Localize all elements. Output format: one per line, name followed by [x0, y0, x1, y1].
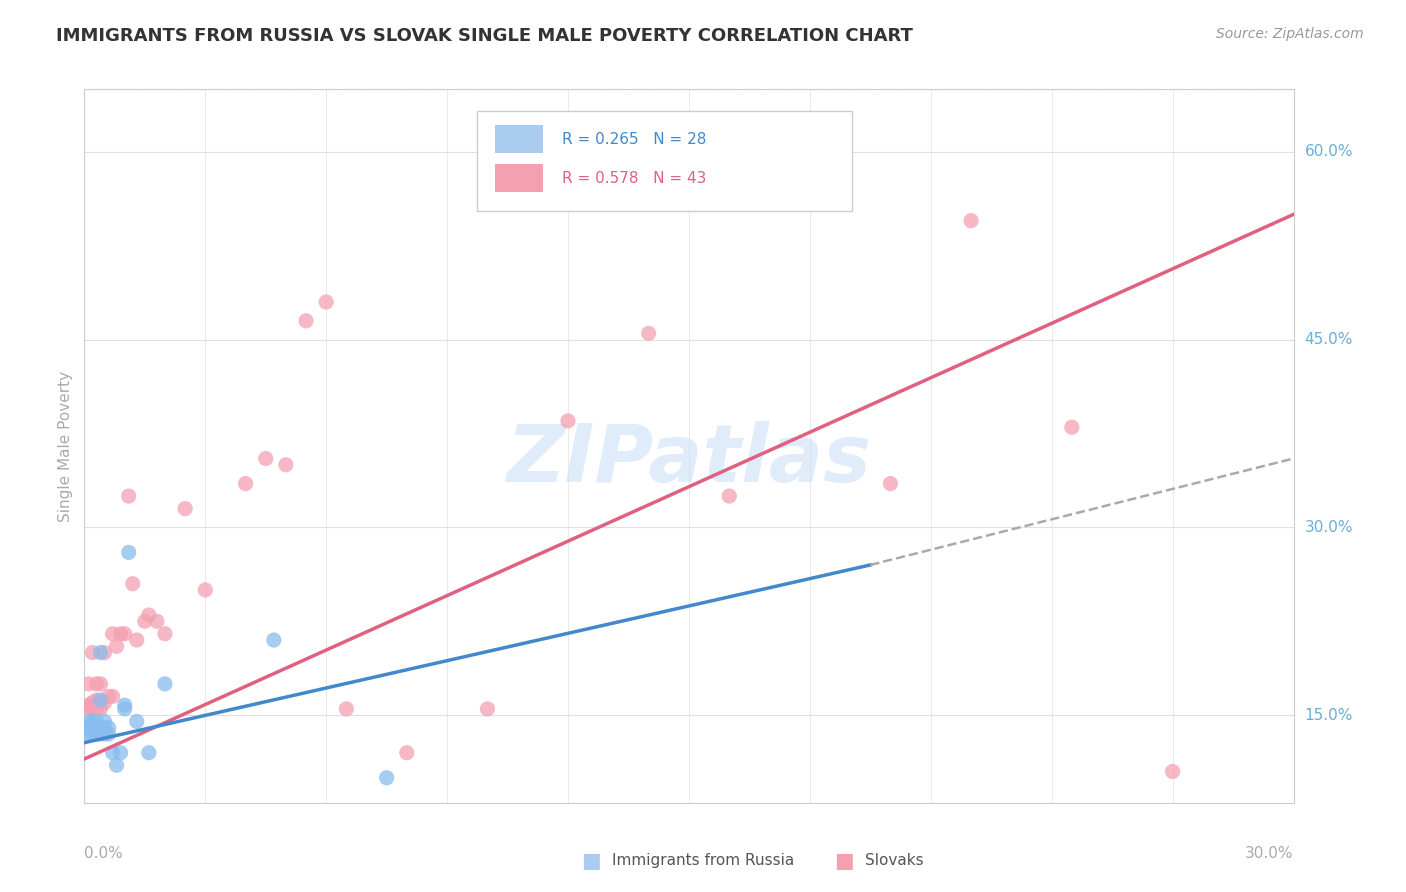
Point [1161, 764, 1184, 779]
Point [263, 633, 285, 648]
Point [86, 693, 108, 707]
Text: ■: ■ [581, 851, 600, 871]
Point [153, 627, 176, 641]
Point [77, 677, 100, 691]
Point [295, 314, 318, 328]
FancyBboxPatch shape [478, 111, 852, 211]
Point [86, 727, 108, 741]
Point [121, 576, 143, 591]
Point [101, 746, 124, 760]
Point [93, 727, 115, 741]
Text: Immigrants from Russia: Immigrants from Russia [612, 854, 794, 868]
Point [82, 727, 104, 741]
Point [97, 727, 120, 741]
Point [93, 646, 115, 660]
Text: 0.0%: 0.0% [84, 846, 124, 861]
Point [77, 702, 100, 716]
Text: 30.0%: 30.0% [1305, 520, 1353, 535]
Point [77, 727, 100, 741]
Point [274, 458, 297, 472]
Point [114, 698, 136, 713]
Point [125, 714, 148, 729]
Point [477, 702, 499, 716]
Point [86, 714, 108, 729]
Point [254, 451, 277, 466]
Text: 45.0%: 45.0% [1305, 332, 1353, 347]
Point [82, 702, 104, 716]
FancyBboxPatch shape [495, 125, 543, 153]
Point [82, 696, 104, 710]
Point [82, 721, 104, 735]
Point [93, 696, 115, 710]
Text: 30.0%: 30.0% [1246, 846, 1294, 861]
Point [557, 414, 579, 428]
Point [637, 326, 659, 341]
Text: R = 0.265   N = 28: R = 0.265 N = 28 [562, 132, 706, 146]
Point [960, 213, 983, 227]
FancyBboxPatch shape [495, 164, 543, 193]
Point [77, 721, 100, 735]
Point [879, 476, 901, 491]
Text: IMMIGRANTS FROM RUSSIA VS SLOVAK SINGLE MALE POVERTY CORRELATION CHART: IMMIGRANTS FROM RUSSIA VS SLOVAK SINGLE … [56, 27, 912, 45]
Point [89, 693, 111, 707]
Text: Slovaks: Slovaks [865, 854, 924, 868]
Point [110, 627, 132, 641]
Point [77, 714, 100, 729]
Text: ■: ■ [834, 851, 853, 871]
Point [82, 646, 104, 660]
Point [89, 646, 111, 660]
Point [93, 714, 115, 729]
Point [153, 677, 176, 691]
Text: ZIPatlas: ZIPatlas [506, 421, 872, 500]
Point [77, 698, 100, 713]
Point [97, 721, 120, 735]
Point [138, 746, 160, 760]
Point [89, 702, 111, 716]
Point [194, 582, 217, 597]
Point [335, 702, 357, 716]
Point [101, 690, 124, 704]
Text: 15.0%: 15.0% [1305, 707, 1353, 723]
Point [114, 627, 136, 641]
Point [105, 640, 128, 654]
Point [118, 545, 141, 559]
Point [395, 746, 418, 760]
Point [89, 727, 111, 741]
Point [86, 702, 108, 716]
Point [86, 677, 108, 691]
Text: Source: ZipAtlas.com: Source: ZipAtlas.com [1216, 27, 1364, 41]
Point [93, 721, 115, 735]
Point [114, 702, 136, 716]
Point [89, 677, 111, 691]
Point [125, 633, 148, 648]
Point [375, 771, 398, 785]
Text: 60.0%: 60.0% [1305, 145, 1353, 160]
Point [118, 489, 141, 503]
Point [110, 746, 132, 760]
Y-axis label: Single Male Poverty: Single Male Poverty [58, 370, 73, 522]
Point [97, 690, 120, 704]
Point [134, 614, 156, 628]
Point [235, 476, 257, 491]
Point [718, 489, 741, 503]
Point [138, 607, 160, 622]
Point [1060, 420, 1083, 434]
Point [86, 721, 108, 735]
Point [82, 714, 104, 729]
Point [174, 501, 197, 516]
Point [105, 758, 128, 772]
Point [146, 614, 169, 628]
Point [315, 295, 337, 310]
Point [101, 627, 124, 641]
Text: R = 0.578   N = 43: R = 0.578 N = 43 [562, 171, 706, 186]
